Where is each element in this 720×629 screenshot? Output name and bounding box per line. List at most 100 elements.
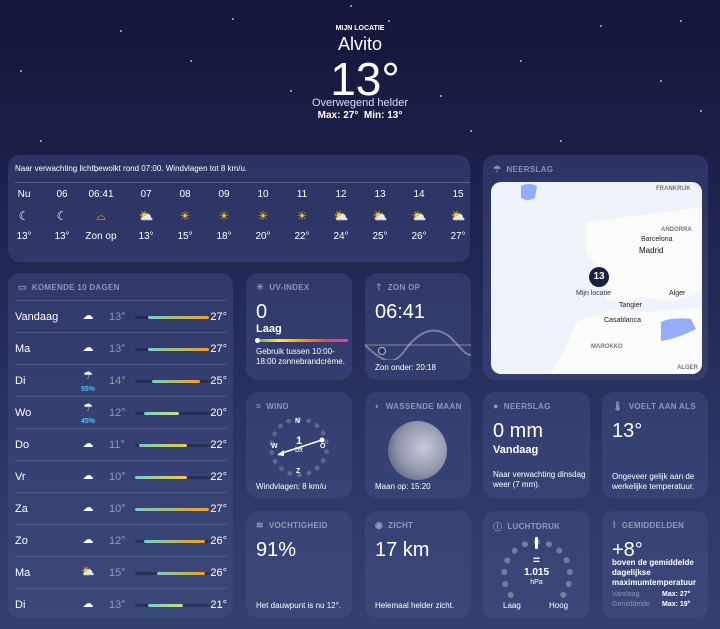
moonrise-note: Maan op: 15:20 [375,482,431,491]
hour-time: 08 [179,189,191,200]
pressure-unit: hPa [530,579,543,586]
moon-card[interactable]: ◐ WASSENDE MAAN Maan op: 15:20 [365,392,471,498]
averages-card[interactable]: ⌇ GEMIDDELDEN +8° boven de gemiddelde dag… [602,511,708,618]
compass-w: W [271,443,278,450]
feels-like-card[interactable]: 🌡 VOELT AAN ALS 13° Ongeveer gelijk aan d… [602,392,708,498]
day-row[interactable]: Di ☂ 55% 14° 25° [15,364,227,396]
hour-item: 15 ⛅ 27° [438,189,470,242]
pressure-card[interactable]: ⓘ LUCHTDRUK = 1.015 hPa Laag Hoog [483,511,590,618]
day-row[interactable]: Ma ⛅ 15° 26° [15,556,227,588]
hour-time: 12 [335,189,347,200]
low-temp: 14° [109,375,126,387]
hourly-summary: Naar verwachting lichtbewolkt rond 07:00… [15,164,248,173]
ten-day-forecast-card[interactable]: ▭ KOMENDE 10 DAGEN Vandaag ☁ 13° 27° Ma ☁… [8,273,233,618]
sun-icon: ☀ [218,209,230,223]
location-pin[interactable]: 13 [589,267,609,287]
high-temp: 25° [210,375,227,387]
hour-temp: 24° [333,231,349,242]
temp-range-track [135,572,209,575]
high-temp: 27° [210,503,227,515]
day-name: Zo [15,535,28,547]
day-row[interactable]: Vandaag ☁ 13° 27° [15,300,227,332]
day-row[interactable]: Za ☁ 10° 27° [15,492,227,524]
precip-title: ● NEERSLAG [493,401,551,411]
cloud-sun-icon: ⛅ [411,209,427,223]
wind-title: ≈ WIND [256,401,289,411]
uv-value: 0 [256,301,268,323]
cloud-moon-icon: ☁ [82,310,94,322]
uv-index-card[interactable]: ☀ UV-INDEX 0 Laag Gebruik tussen 10:00-18… [246,273,352,380]
map-title: ☂ NEERSLAG [493,164,554,174]
humidity-card[interactable]: ≋ VOCHTIGHEID 91% Het dauwpunt is nu 12°. [246,511,352,618]
map-label-algerije: ALGER [677,365,698,371]
hour-temp: 13° [138,231,154,242]
city-name: Alvito [337,34,382,54]
precipitation-card[interactable]: ● NEERSLAG 0 mm Vandaag Naar verwachting … [483,392,590,498]
star [560,140,562,142]
map-label-alger: Alger [669,290,686,297]
moon-stars-icon: ☾ [56,209,68,223]
low-temp: 10° [109,471,126,483]
precip-chance: 45% [80,418,95,425]
cloud-icon: ☁ [82,342,94,354]
temp-range-bar [148,348,209,351]
hour-item: Nu ☾ 13° [8,189,44,242]
day-row[interactable]: Wo ☂ 45% 12° 20° [15,396,227,428]
feels-value: 13° [612,420,643,442]
feels-title: 🌡 VOELT AAN ALS [612,401,696,411]
hour-temp: 27° [450,231,466,242]
hour-item: 10 ☀ 20° [243,189,283,242]
star [95,170,97,172]
precip-chance: 55% [80,386,95,393]
hour-temp: 15° [177,231,193,242]
wind-card[interactable]: ≈ WIND N O Z W 1 bft Windvlagen: 8 km/u [246,392,352,498]
averages-value: +8° [612,539,643,561]
precip-value: 0 mm [493,420,543,442]
visibility-card[interactable]: ◉ ZICHT 17 km Helemaal helder zicht. [365,511,471,618]
precip-note: Naar verwachting dinsdag weer (7 mm). [493,470,586,489]
hour-time: 07 [140,189,152,200]
hour-item: 09 ☀ 18° [204,189,244,242]
hour-temp: 20° [255,231,271,242]
pressure-needle [535,537,538,549]
uv-title: ☀ UV-INDEX [256,282,310,292]
hourly-forecast-card[interactable]: Naar verwachting lichtbewolkt rond 07:00… [8,155,470,262]
day-name: Ma [15,567,31,579]
high-temp: 21° [210,599,227,611]
umbrella-icon: ☂ [493,164,502,174]
low-temp: 13° [109,343,126,355]
compass [269,417,329,477]
cloud-sun-icon: ⛅ [138,209,154,223]
dewpoint-note: Het dauwpunt is nu 12°. [256,601,342,610]
day-row[interactable]: Vr ☁ 10° 22° [15,460,227,492]
average-value: Max: 19° [662,601,691,608]
visibility-title: ◉ ZICHT [375,520,414,530]
day-name: Di [15,599,26,611]
day-row[interactable]: Do ☁ 11° 22° [15,428,227,460]
temp-range-track [135,380,209,383]
sun-icon: ☀ [256,282,265,292]
feels-note: Ongeveer gelijk aan de werkelijke temper… [612,472,695,491]
temp-range-bar [143,540,205,543]
map[interactable]: FRANKRIJK ANDORRA Barcelona Madrid Tangi… [491,182,702,374]
low-temp: 12° [109,407,126,419]
pressure-value: 1.015 [523,567,550,578]
divider [15,182,470,183]
day-row[interactable]: Zo ☁ 12° 26° [15,524,227,556]
map-label-madrid: Madrid [639,246,664,255]
day-row[interactable]: Di ☁ 13° 21° [15,588,227,618]
sunrise-title: ⇡ ZON OP [375,282,421,292]
day-name: Vr [15,471,26,483]
sunrise-card[interactable]: ⇡ ZON OP 06:41 Zon onder: 20:18 [365,273,471,380]
star [470,130,472,132]
hour-temp: 13° [54,231,70,242]
day-row[interactable]: Ma ☁ 13° 27° [15,332,227,364]
uv-scale [256,339,348,342]
sunrise-icon: ⌓ [96,209,106,223]
low-temp: 12° [109,535,126,547]
average-label: Gemiddelde [612,601,650,608]
cloud-sun-icon: ⛅ [372,209,388,223]
sunrise-icon: ⇡ [375,282,383,292]
precipitation-map-card[interactable]: ☂ NEERSLAG FRANKRIJK ANDORRA Barcelona Ma… [483,155,708,380]
temp-range-track [135,444,209,447]
